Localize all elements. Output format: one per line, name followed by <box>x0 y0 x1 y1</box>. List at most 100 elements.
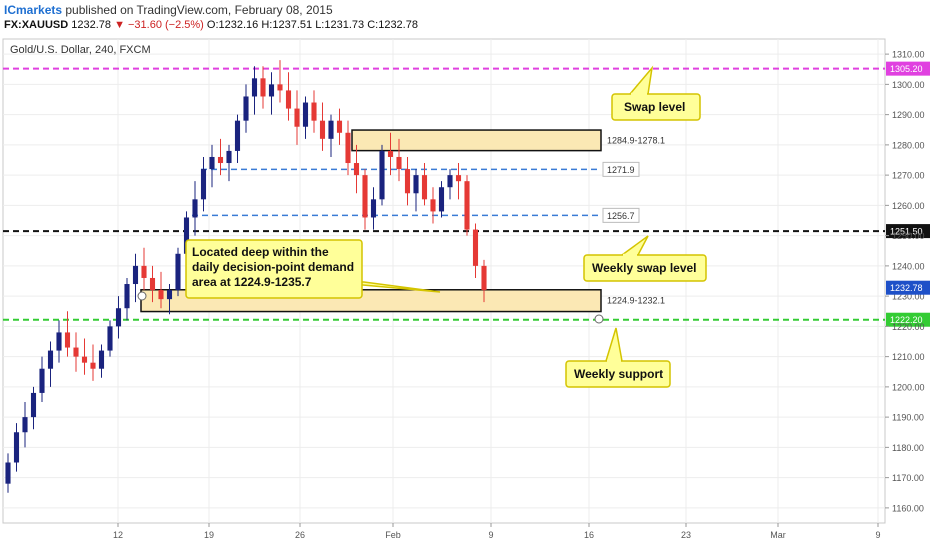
ohlc-line: FX:XAUUSD 1232.78 ▼ −31.60 (−2.5%) O:123… <box>4 19 418 31</box>
candle-body <box>30 392 37 418</box>
publisher-name[interactable]: ICmarkets <box>4 3 63 17</box>
candle-body <box>438 187 445 212</box>
candle-body <box>183 217 190 254</box>
callout-box <box>611 93 701 121</box>
price-level-tag-label: 1222.20 <box>890 315 923 325</box>
callout-text: Weekly swap level <box>592 261 697 275</box>
candle-body <box>149 277 156 291</box>
candle-body <box>421 175 428 200</box>
candles <box>5 60 487 493</box>
last-price-tag-label: 1232.78 <box>890 283 923 293</box>
open-value: 1232.16 <box>218 19 259 31</box>
candle-body <box>362 175 368 218</box>
candle-body <box>455 175 462 182</box>
demand-zone <box>351 129 602 152</box>
y-tick-label: 1170.00 <box>892 473 924 483</box>
chart-area[interactable]: 1284.9-1278.1 1224.9-1232.1 1305.20 1251.5… <box>0 36 932 550</box>
candle-body <box>124 284 130 309</box>
candle-body <box>234 120 241 151</box>
candle-body <box>260 78 266 97</box>
published-text: published on TradingView.com, February 0… <box>65 3 333 17</box>
y-tick-label: 1210.00 <box>892 352 925 362</box>
candle-body <box>107 326 113 351</box>
x-tick-label: 9 <box>875 530 880 540</box>
candle-body <box>472 229 479 266</box>
callout-text: area at 1224.9-1235.7 <box>192 275 312 289</box>
candle-body <box>81 356 88 363</box>
callout-text: Located deep within the <box>192 245 329 259</box>
candle-body <box>39 368 45 393</box>
zone-label: 1284.9-1278.1 <box>607 135 665 145</box>
y-tick-label: 1290.00 <box>892 110 925 120</box>
price-level-tag <box>886 224 930 239</box>
candle-body <box>464 181 470 230</box>
candle-body <box>175 253 181 291</box>
candle-body <box>22 417 28 433</box>
level-label: 1271.9 <box>607 165 635 175</box>
callout-box <box>583 254 707 282</box>
chart-header: ICmarkets published on TradingView.com, … <box>0 0 932 36</box>
x-tick-label: Feb <box>385 530 401 540</box>
candle-body <box>56 332 62 351</box>
candle-body <box>268 84 275 97</box>
publish-line: ICmarkets published on TradingView.com, … <box>4 3 333 17</box>
open-label: O: <box>206 19 219 31</box>
candle-body <box>251 78 258 97</box>
candle-body <box>217 156 224 164</box>
x-tick-label: 16 <box>584 530 594 540</box>
x-tick-label: 26 <box>295 530 305 540</box>
candle-body <box>345 132 351 164</box>
y-tick-label: 1160.00 <box>892 503 924 513</box>
candle-body <box>47 350 54 369</box>
x-tick-label: 12 <box>113 530 123 540</box>
zone-label: 1224.9-1232.1 <box>607 296 665 306</box>
candle-body <box>226 150 232 164</box>
x-tick-label: 19 <box>204 530 214 540</box>
price-level-tag <box>886 312 930 327</box>
change-value: ▼ −31.60 (−2.5%) <box>114 19 204 31</box>
candle-body <box>166 290 173 300</box>
candle-body <box>200 169 207 200</box>
high-value: 1237.51 <box>272 19 313 31</box>
price-chart[interactable]: 1284.9-1278.1 1224.9-1232.1 1305.20 1251.5… <box>0 36 932 550</box>
candle-body <box>396 156 402 170</box>
callout-text: daily decision-point demand <box>192 260 354 274</box>
candle-body <box>370 199 377 218</box>
callout-box <box>185 239 363 299</box>
y-tick-label: 1190.00 <box>892 413 924 423</box>
candle-body <box>209 156 215 170</box>
candle-body <box>447 175 453 188</box>
anchor-circle <box>137 291 147 301</box>
candle-body <box>243 96 249 121</box>
candle-body <box>430 199 436 212</box>
chart-title: Gold/U.S. Dollar, 240, FXCM <box>10 44 151 56</box>
candle-body <box>379 150 385 200</box>
candle-body <box>277 84 283 91</box>
x-tick-label: 9 <box>488 530 493 540</box>
y-tick-label: 1260.00 <box>892 201 925 211</box>
close-value: 1232.78 <box>378 19 418 31</box>
candle-body <box>311 102 317 121</box>
price-level-tag <box>886 61 930 76</box>
candle-body <box>319 120 326 139</box>
y-tick-label: 1230.00 <box>892 292 925 302</box>
price-level-tag-label: 1251.50 <box>890 227 923 237</box>
candle-body <box>353 163 360 176</box>
callout-text: Weekly support <box>574 367 663 381</box>
y-tick-label: 1200.00 <box>892 382 925 392</box>
candle-body <box>404 169 411 194</box>
candle-body <box>302 102 309 127</box>
y-tick-label: 1250.00 <box>892 231 925 241</box>
candle-body <box>98 350 105 369</box>
candle-body <box>115 308 122 327</box>
candle-body <box>73 347 79 357</box>
anchor-circle <box>594 314 604 324</box>
candle-body <box>192 199 198 218</box>
candle-body <box>141 265 147 278</box>
y-tick-label: 1180.00 <box>892 443 924 453</box>
y-tick-label: 1300.00 <box>892 80 925 90</box>
high-label: H: <box>261 19 273 31</box>
candle-body <box>328 120 334 139</box>
callout-text: Swap level <box>624 100 685 114</box>
symbol-label: FX:XAUUSD <box>4 19 69 31</box>
